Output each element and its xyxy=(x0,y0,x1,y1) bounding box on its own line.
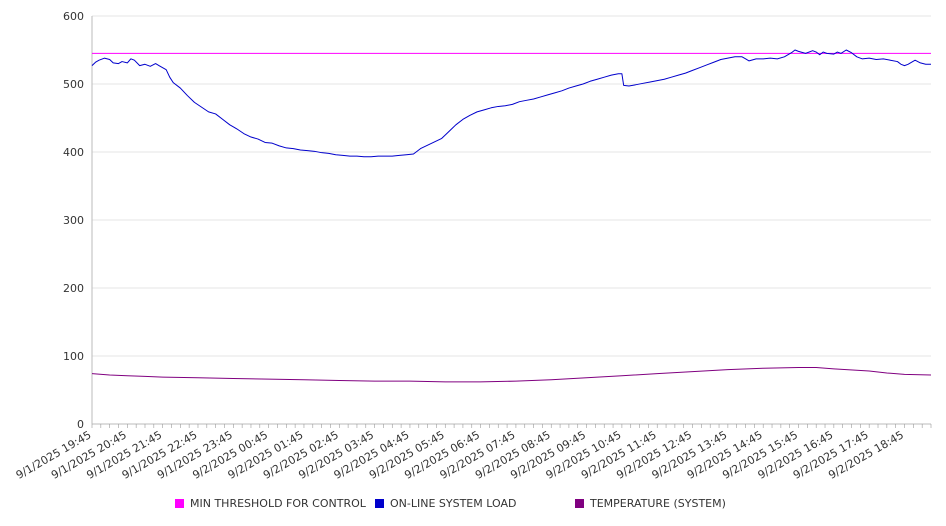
series-lines xyxy=(91,49,932,383)
y-tick-label-600: 600 xyxy=(63,10,84,23)
legend-item-temperature[interactable]: TEMPERATURE (SYSTEM) xyxy=(575,497,726,510)
legend-item-system-load[interactable]: ON-LINE SYSTEM LOAD xyxy=(375,497,516,510)
y-axis-ticks: 0 100 200 300 400 500 600 xyxy=(63,10,84,431)
legend-label-system-load: ON-LINE SYSTEM LOAD xyxy=(390,497,517,510)
x-axis-ticks: 9/1/2025 19:459/1/2025 20:459/1/2025 21:… xyxy=(14,428,906,482)
grid-lines xyxy=(92,15,931,357)
legend-swatch-system-load xyxy=(375,499,384,508)
series-line-1 xyxy=(91,49,931,158)
legend-label-min-threshold: MIN THRESHOLD FOR CONTROL xyxy=(190,497,366,510)
y-tick-label-100: 100 xyxy=(63,350,84,363)
legend-swatch-min-threshold xyxy=(175,499,184,508)
y-tick-label-500: 500 xyxy=(63,78,84,91)
legend-swatch-temperature xyxy=(575,499,584,508)
y-tick-label-400: 400 xyxy=(63,146,84,159)
legend: MIN THRESHOLD FOR CONTROL ON-LINE SYSTEM… xyxy=(0,497,946,517)
y-tick-label-0: 0 xyxy=(77,418,84,431)
series-line-2 xyxy=(91,367,932,383)
legend-label-temperature: TEMPERATURE (SYSTEM) xyxy=(590,497,726,510)
y-tick-label-300: 300 xyxy=(63,214,84,227)
y-tick-label-200: 200 xyxy=(63,282,84,295)
legend-item-min-threshold[interactable]: MIN THRESHOLD FOR CONTROL xyxy=(175,497,366,510)
axes xyxy=(91,16,932,428)
